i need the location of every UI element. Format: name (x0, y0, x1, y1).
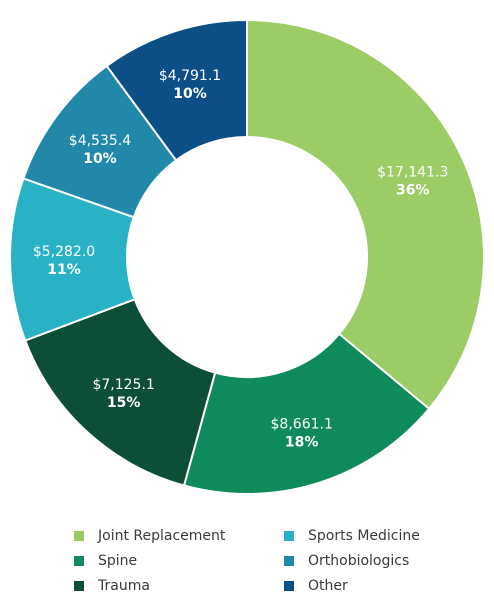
slice-joint-replacement (246, 18, 485, 411)
slice-percent-label-sports-medicine: 11% (47, 262, 81, 278)
legend-item-spine: Spine (74, 549, 137, 573)
slice-spine (182, 332, 431, 495)
slice-percent-label-trauma: 15% (107, 395, 141, 411)
legend-label: Trauma (98, 578, 150, 594)
slice-value-label-sports-medicine: $5,282.0 (33, 244, 95, 260)
legend-swatch-sports-medicine (284, 531, 294, 541)
slice-percent-label-other: 10% (173, 86, 207, 102)
legend-item-sports-medicine: Sports Medicine (284, 524, 420, 548)
legend-label: Joint Replacement (98, 528, 226, 544)
slice-other (105, 18, 248, 162)
slice-value-label-joint-replacement: $17,141.3 (377, 164, 448, 180)
legend-swatch-other (284, 581, 294, 591)
donut-slices (9, 18, 485, 495)
legend-item-other: Other (284, 574, 348, 598)
legend-label: Spine (98, 553, 138, 569)
legend-label: Orthobiologics (308, 553, 410, 569)
chart-legend: Joint Replacement Spine Trauma Sports Medic… (74, 524, 474, 604)
slice-trauma (23, 297, 217, 487)
legend-label: Sports Medicine (308, 528, 420, 544)
slice-percent-label-joint-replacement: 36% (396, 182, 430, 198)
legend-item-joint-replacement: Joint Replacement (74, 524, 225, 548)
legend-item-trauma: Trauma (74, 574, 150, 598)
slice-value-label-spine: $8,661.1 (271, 417, 333, 433)
legend-swatch-joint-replacement (74, 531, 84, 541)
donut-chart: $17,141.3 36% $8,661.1 18% $7,125.1 15% $5,282… (9, 18, 485, 495)
slice-value-label-other: $4,791.1 (159, 68, 221, 84)
slice-labels: $17,141.3 36% $8,661.1 18% $7,125.1 15% $5,282… (33, 68, 449, 451)
slice-value-label-trauma: $7,125.1 (92, 377, 154, 393)
legend-swatch-spine (74, 556, 84, 566)
slice-percent-label-spine: 18% (285, 435, 319, 451)
slice-value-label-orthobiologics: $4,535.4 (69, 133, 131, 149)
legend-swatch-orthobiologics (284, 556, 294, 566)
legend-swatch-trauma (74, 581, 84, 591)
legend-item-orthobiologics: Orthobiologics (284, 549, 409, 573)
slice-percent-label-orthobiologics: 10% (83, 151, 117, 167)
legend-label: Other (308, 578, 348, 594)
